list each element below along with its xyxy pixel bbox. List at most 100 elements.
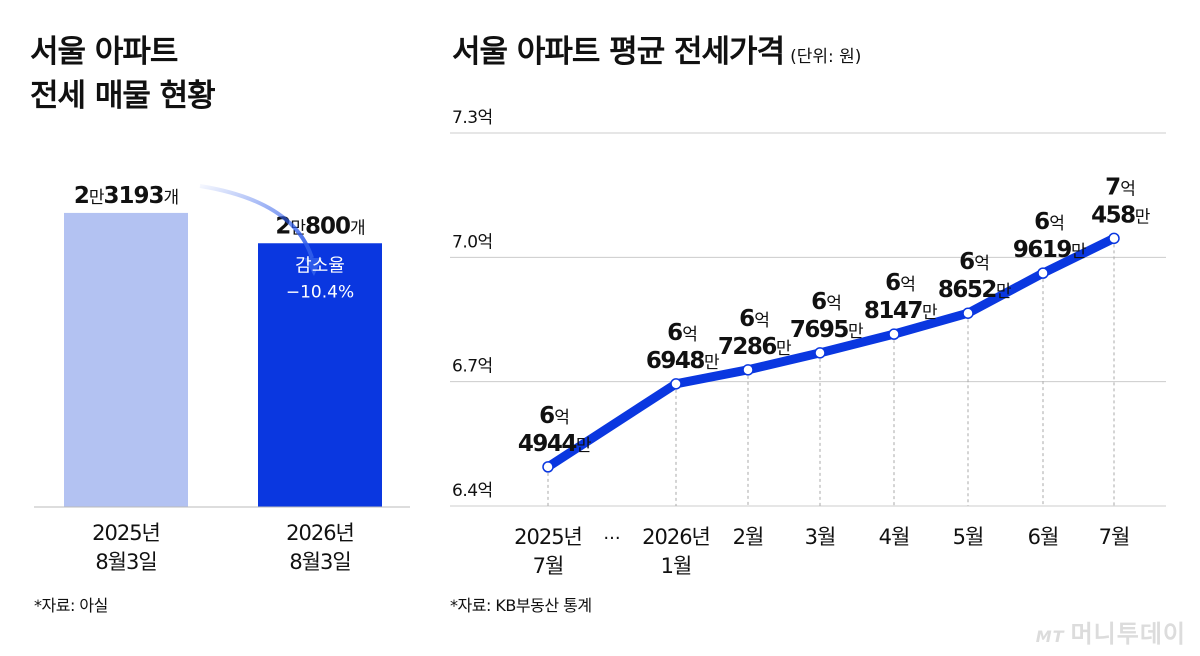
decrease-rate-label: 감소율	[295, 255, 345, 276]
bar-value-unit: 개	[164, 188, 179, 208]
line-series	[543, 233, 1119, 472]
point-label-eok: 6억	[739, 306, 769, 332]
decrease-arrow-line	[199, 184, 314, 259]
y-tick-label: 7.0억	[452, 232, 493, 252]
point-label-eok: 6억	[811, 289, 841, 315]
point-eok-unit: 억	[826, 294, 841, 314]
bar-category-label: 8월3일	[95, 550, 156, 574]
x-tick-label: 7월	[533, 554, 564, 578]
left-title-line-2: 전세 매물 현황	[30, 78, 216, 114]
point-man-number: 7695	[790, 317, 849, 343]
bar-1	[64, 212, 188, 507]
y-tick-label: 6.7억	[452, 357, 493, 377]
point-eok-unit: 억	[900, 275, 915, 295]
data-point	[1108, 232, 1120, 245]
right-title-text: 서울 아파트 평균 전세가격	[452, 34, 785, 70]
point-man-unit: 만	[996, 282, 1012, 302]
point-man-number: 8147	[864, 298, 923, 324]
data-point	[814, 347, 826, 359]
x-tick-label: 2026년	[642, 525, 710, 549]
x-tick-label: 6월	[1028, 525, 1059, 549]
data-point	[670, 378, 682, 390]
source-note-right: *자료: KB부동산 통계	[450, 596, 592, 615]
point-eok-number: 6	[739, 306, 754, 332]
point-eok-number: 6	[811, 289, 826, 315]
point-label-man: 458만	[1091, 202, 1151, 228]
point-man-unit: 만	[576, 436, 592, 456]
bar-value-number: 800	[305, 213, 350, 239]
bar-value-unit: 만	[290, 218, 306, 238]
right-chart-title: 서울 아파트 평균 전세가격 (단위: 원)	[452, 30, 861, 79]
point-man-unit: 만	[922, 303, 938, 323]
point-eok-unit: 억	[1120, 179, 1135, 199]
bar-category-label: 8월3일	[289, 550, 350, 574]
bar-value-number: 2	[74, 183, 89, 209]
x-tick-label: 5월	[953, 525, 984, 549]
point-label-eok: 6억	[1034, 209, 1064, 235]
point-label-eok: 6억	[959, 249, 989, 275]
point-label-man: 7286만	[718, 334, 792, 360]
bar-category-label: 2025년	[92, 521, 160, 545]
point-eok-number: 6	[959, 249, 974, 275]
x-tick-label: 7월	[1099, 525, 1130, 549]
point-label-eok: 6억	[885, 270, 915, 296]
data-point	[542, 461, 554, 473]
point-label-man: 4944만	[518, 431, 592, 457]
unit-label: (단위: 원)	[790, 47, 862, 67]
point-label-eok: 7억	[1105, 174, 1135, 200]
point-man-unit: 만	[848, 322, 864, 342]
point-eok-unit: 억	[974, 254, 989, 274]
point-man-number: 458	[1091, 202, 1135, 228]
point-label-man: 8652만	[938, 277, 1012, 303]
x-tick-label: 4월	[879, 525, 910, 549]
point-eok-number: 6	[539, 403, 554, 429]
data-point	[742, 364, 754, 376]
point-label-man: 9619만	[1013, 237, 1087, 263]
point-man-number: 9619	[1013, 237, 1072, 263]
point-eok-number: 7	[1105, 174, 1120, 200]
watermark-prefix: MT	[1035, 627, 1065, 646]
point-eok-unit: 억	[554, 408, 569, 428]
bar-category-label: 2026년	[286, 521, 354, 545]
left-title-line-1: 서울 아파트	[30, 34, 178, 70]
bar-value-label-2: 2만800개	[275, 213, 364, 239]
point-eok-number: 6	[1034, 209, 1049, 235]
watermark-logo: MT 머니투데이	[1036, 614, 1186, 649]
source-note-left: *자료: 아실	[34, 596, 108, 615]
watermark-text: 머니투데이	[1070, 620, 1186, 648]
point-label-eok: 6억	[539, 403, 569, 429]
point-man-number: 4944	[518, 431, 577, 457]
bar-value-unit: 개	[350, 218, 365, 238]
point-label-eok: 6억	[667, 320, 697, 346]
x-tick-label: 2025년	[514, 525, 582, 549]
y-tick-label: 7.3억	[452, 108, 493, 128]
point-label-man: 8147만	[864, 298, 938, 324]
point-man-number: 6948	[646, 348, 705, 374]
point-man-unit: 만	[1071, 242, 1087, 262]
point-man-unit: 만	[1135, 207, 1151, 227]
x-tick-label: 2월	[733, 525, 764, 549]
bar-2	[258, 243, 382, 508]
bar-value-unit: 만	[89, 188, 105, 208]
x-axis-break-marker: ···	[603, 528, 620, 549]
y-tick-label: 6.4억	[452, 481, 493, 501]
point-eok-number: 6	[667, 320, 682, 346]
point-man-unit: 만	[704, 353, 720, 373]
point-man-number: 7286	[718, 334, 777, 360]
x-tick-label: 1월	[661, 554, 692, 578]
point-man-number: 8652	[938, 277, 996, 303]
left-chart-title: 서울 아파트 전세 매물 현황	[30, 30, 370, 118]
point-eok-unit: 억	[1049, 214, 1064, 234]
point-eok-number: 6	[885, 270, 900, 296]
point-man-unit: 만	[776, 339, 792, 359]
data-point	[962, 307, 974, 319]
point-eok-unit: 억	[682, 325, 697, 345]
data-point	[888, 328, 900, 340]
point-eok-unit: 억	[754, 311, 769, 331]
x-tick-label: 3월	[805, 525, 836, 549]
bar-value-number: 3193	[104, 183, 164, 209]
data-point	[1037, 267, 1049, 279]
decrease-arrow-head	[304, 258, 322, 276]
point-label-man: 7695만	[790, 317, 864, 343]
